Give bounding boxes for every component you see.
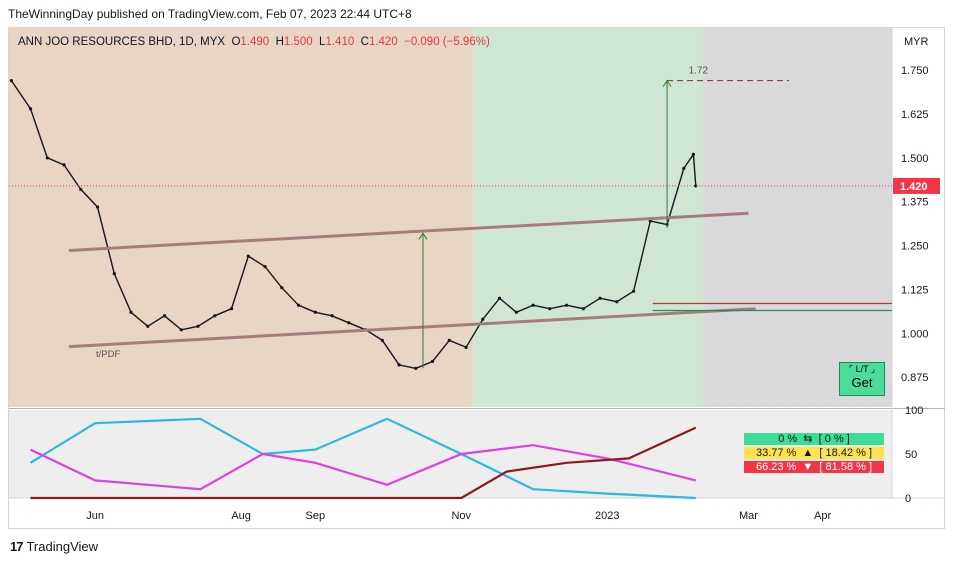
price-point: [531, 303, 535, 307]
price-point: [162, 314, 167, 318]
y-tick-label: 1.500: [901, 153, 929, 165]
high-label: H: [275, 36, 284, 48]
price-point: [682, 166, 686, 170]
indicator-y-tick-label: 100: [905, 405, 923, 417]
background-zone-tan: [9, 28, 474, 407]
price-point: [129, 310, 133, 314]
indicator-readout-row2: 33.77 % ▲ [ 18.42 % ]: [744, 447, 884, 459]
background-zone-grey: [702, 28, 892, 407]
indicator-readout-row1: 0 % ⇆ [ 0 % ]: [744, 433, 884, 445]
change-value: −0.090 (−5.96%): [404, 36, 490, 48]
price-point: [213, 314, 217, 318]
price-point: [514, 310, 518, 314]
open-value: 1.490: [240, 36, 270, 48]
y-tick-label: 0.875: [901, 372, 929, 384]
indicator-y-tick-label: 0: [905, 493, 911, 505]
close-value: 1.420: [368, 36, 398, 48]
close-label: C: [360, 36, 369, 48]
price-point: [146, 324, 150, 328]
open-label: O: [231, 36, 241, 48]
price-point: [631, 289, 636, 293]
y-tick-label: 1.125: [901, 284, 929, 296]
price-point: [694, 184, 698, 188]
y-tick-label: 1.000: [901, 328, 929, 340]
price-point: [648, 219, 652, 223]
trendline: [68, 307, 756, 349]
y-tick-label: 1.250: [901, 241, 929, 253]
x-tick-label: Aug: [231, 510, 251, 522]
target-arrow-head: [418, 232, 428, 240]
price-point: [481, 317, 485, 321]
price-point: [598, 296, 602, 300]
price-point: [380, 338, 384, 342]
tradingview-logo-icon: 17: [10, 539, 24, 554]
symbol-header: ANN JOO RESOURCES BHD, 1D, MYX O1.490 H1…: [18, 36, 490, 48]
get-button-label: Get: [851, 375, 873, 390]
target-label: 1.72: [689, 66, 709, 77]
published-line: TheWinningDay published on TradingView.c…: [8, 7, 412, 21]
y-tick-label: 1.750: [901, 65, 929, 77]
indicator-y-tick-label: 50: [905, 449, 917, 461]
price-point: [112, 272, 116, 276]
symbol-name: ANN JOO RESOURCES BHD, 1D, MYX: [18, 36, 226, 48]
x-tick-label: Sep: [306, 510, 326, 522]
price-point: [347, 321, 351, 325]
price-point: [79, 187, 83, 192]
price-point: [414, 366, 418, 370]
price-point: [447, 338, 451, 342]
indicator-line-cyan: [29, 417, 696, 500]
price-point: [229, 307, 234, 311]
price-point: [548, 307, 552, 311]
x-tick-label: Apr: [814, 510, 831, 522]
low-label: L: [319, 36, 326, 48]
y-tick-label: 1.625: [901, 109, 929, 121]
pdf-label: t/PDF: [96, 349, 121, 360]
price-point: [430, 359, 435, 363]
get-button-top: ⌜ L/T ⌟: [848, 364, 876, 374]
price-point: [246, 254, 250, 258]
price-point: [691, 152, 695, 156]
price-point: [581, 307, 585, 311]
indicator-line-darkred: [30, 426, 697, 500]
price-point: [45, 156, 49, 160]
x-tick-label: Jun: [86, 510, 104, 522]
last-price-badge: [893, 177, 940, 194]
price-point: [296, 303, 301, 307]
y-tick-label: 1.375: [901, 197, 929, 209]
price-point: [564, 303, 569, 307]
footer-brand-label: TradingView: [26, 539, 99, 554]
price-point: [196, 324, 200, 328]
price-point: [330, 314, 334, 318]
indicator-line-magenta: [30, 444, 697, 491]
high-value: 1.500: [283, 36, 313, 48]
x-tick-label: 2023: [595, 510, 619, 522]
currency-label: MYR: [904, 36, 929, 48]
trendline: [68, 211, 749, 252]
price-point: [397, 363, 401, 367]
indicator-readout-row3: 66.23 % ▼ [ 81.58 % ]: [744, 461, 884, 473]
price-point: [263, 265, 267, 269]
x-tick-label: Nov: [451, 510, 471, 522]
low-value: 1.410: [325, 36, 355, 48]
price-point: [9, 79, 13, 83]
price-point: [28, 107, 33, 111]
get-button[interactable]: ⌜ L/T ⌟ Get: [839, 362, 885, 396]
price-point: [615, 300, 619, 304]
price-point: [179, 328, 183, 332]
x-tick-label: Mar: [739, 510, 758, 522]
footer-brand[interactable]: 17 TradingView: [10, 539, 98, 554]
price-point: [62, 163, 66, 167]
price-point: [497, 296, 502, 300]
price-point: [95, 205, 100, 209]
price-point: [464, 345, 468, 349]
last-price-badge-label: 1.420: [900, 181, 928, 193]
price-point: [280, 286, 284, 290]
price-point: [313, 310, 317, 314]
